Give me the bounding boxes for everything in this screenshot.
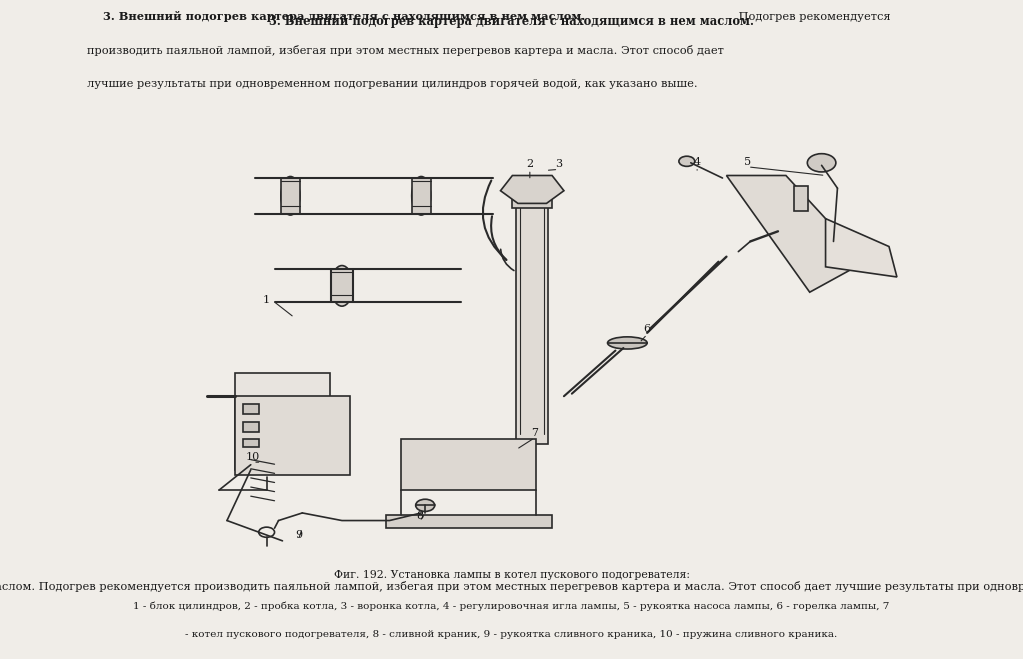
Text: 7: 7 xyxy=(531,428,538,438)
Circle shape xyxy=(296,400,309,408)
Ellipse shape xyxy=(411,177,431,215)
Text: 3. Внешний подогрев картера двигателя с находящимся в нем маслом.: 3. Внешний подогрев картера двигателя с … xyxy=(87,11,585,22)
Text: 1: 1 xyxy=(263,295,270,305)
Text: 9: 9 xyxy=(295,530,302,540)
Bar xyxy=(242,404,259,414)
Circle shape xyxy=(244,397,265,411)
Bar xyxy=(411,178,431,214)
Text: 3. Внешний подогрев картера двигателя с находящимся в нем маслом.: 3. Внешний подогрев картера двигателя с … xyxy=(269,14,754,28)
Text: Фиг. 192. Установка лампы в котел пускового подогревателя:: Фиг. 192. Установка лампы в котел пусков… xyxy=(333,570,690,580)
Polygon shape xyxy=(826,219,897,277)
Text: 1 - блок цилиндров, 2 - пробка котла, 3 - воронка котла, 4 - регулировочная игла: 1 - блок цилиндров, 2 - пробка котла, 3 … xyxy=(133,601,890,611)
Text: 3. Внешний подогрев картера двигателя с находящимся в нем маслом. Подогрев реком: 3. Внешний подогрев картера двигателя с … xyxy=(0,581,1023,592)
Text: 5: 5 xyxy=(745,157,752,167)
Text: лучшие результаты при одновременном подогревании цилиндров горячей водой, как ук: лучшие результаты при одновременном подо… xyxy=(87,79,698,89)
Circle shape xyxy=(244,433,265,446)
Text: 8: 8 xyxy=(416,511,424,521)
Bar xyxy=(242,440,259,447)
Ellipse shape xyxy=(281,177,300,215)
Bar xyxy=(235,396,350,475)
Bar xyxy=(330,270,353,302)
Bar xyxy=(386,515,552,528)
Bar xyxy=(794,186,808,211)
Bar xyxy=(242,422,259,432)
Text: производить паяльной лампой, избегая при этом местных перегревов картера и масла: производить паяльной лампой, избегая при… xyxy=(87,45,724,56)
Text: 2: 2 xyxy=(526,159,533,169)
Bar xyxy=(513,196,552,208)
Text: 10: 10 xyxy=(246,452,260,462)
Circle shape xyxy=(679,156,695,166)
Text: - котел пускового подогревателя, 8 - сливной краник, 9 - рукоятка сливного крани: - котел пускового подогревателя, 8 - сли… xyxy=(185,630,838,639)
Text: 3: 3 xyxy=(554,159,562,169)
Text: 4: 4 xyxy=(694,157,701,167)
Bar xyxy=(401,440,536,490)
Polygon shape xyxy=(500,175,564,204)
Circle shape xyxy=(415,500,435,511)
Bar xyxy=(517,206,548,444)
Polygon shape xyxy=(726,175,865,292)
Ellipse shape xyxy=(608,337,648,349)
Bar xyxy=(235,374,330,470)
Text: 6: 6 xyxy=(643,324,651,334)
Text: Подогрев рекомендуется: Подогрев рекомендуется xyxy=(735,12,890,22)
Circle shape xyxy=(807,154,836,172)
Ellipse shape xyxy=(330,266,353,306)
Bar xyxy=(281,178,300,214)
